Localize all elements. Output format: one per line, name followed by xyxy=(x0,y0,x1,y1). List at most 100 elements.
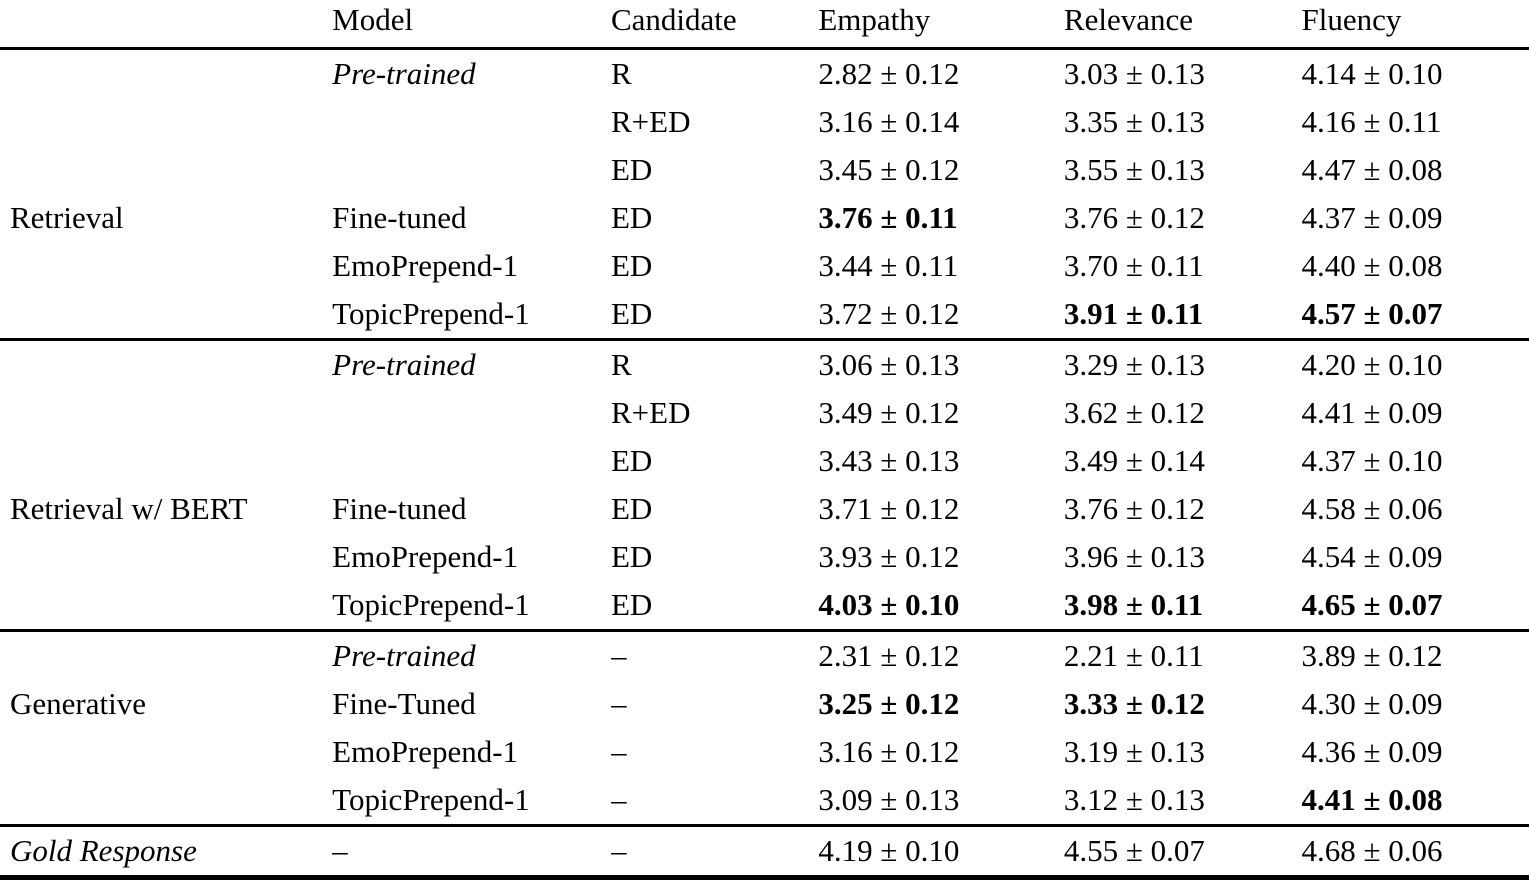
model-cell: EmoPrepend-1 xyxy=(332,248,519,283)
fluency-cell: 4.14 ± 0.10 xyxy=(1301,56,1443,91)
model-cell: Fine-tuned xyxy=(332,200,467,235)
fluency-cell: 4.57 ± 0.07 xyxy=(1301,296,1443,331)
table-row: R+ED 3.16 ± 0.14 3.35 ± 0.13 4.16 ± 0.11 xyxy=(0,98,1529,146)
fluency-cell: 4.65 ± 0.07 xyxy=(1301,587,1443,622)
candidate-cell: ED xyxy=(610,539,653,574)
header-fluency: Fluency xyxy=(1301,0,1529,50)
header-group xyxy=(0,0,333,50)
empathy-cell: 3.16 ± 0.14 xyxy=(818,104,960,139)
relevance-cell: 3.49 ± 0.14 xyxy=(1063,443,1205,478)
candidate-cell: ED xyxy=(610,296,653,331)
relevance-cell: 3.91 ± 0.11 xyxy=(1063,296,1204,331)
relevance-cell: 3.19 ± 0.13 xyxy=(1063,734,1205,769)
empathy-cell: 3.76 ± 0.11 xyxy=(818,200,958,235)
table-row: EmoPrepend-1 ED 3.44 ± 0.11 3.70 ± 0.11 … xyxy=(0,242,1529,290)
candidate-cell: – xyxy=(610,734,627,769)
group-cell xyxy=(0,437,332,485)
candidate-cell: – xyxy=(610,824,819,878)
fluency-cell: 4.37 ± 0.09 xyxy=(1301,200,1443,235)
empathy-cell: 3.16 ± 0.12 xyxy=(818,734,960,769)
table-row: Generative Fine-Tuned – 3.25 ± 0.12 3.33… xyxy=(0,680,1529,728)
group-cell xyxy=(0,338,333,389)
fluency-cell: 4.40 ± 0.08 xyxy=(1301,248,1443,283)
model-cell: Pre-trained xyxy=(332,629,611,680)
table-header: Model Candidate Empathy Relevance Fluenc… xyxy=(0,0,1529,50)
model-cell: Pre-trained xyxy=(332,338,611,389)
relevance-cell: 3.33 ± 0.12 xyxy=(1063,686,1205,721)
candidate-cell: – xyxy=(610,782,627,817)
model-cell xyxy=(332,98,611,146)
model-cell: TopicPrepend-1 xyxy=(332,782,530,817)
relevance-cell: 3.29 ± 0.13 xyxy=(1063,338,1302,389)
relevance-cell: 3.03 ± 0.13 xyxy=(1063,56,1205,91)
relevance-cell: 3.62 ± 0.12 xyxy=(1063,395,1205,430)
empathy-cell: 4.19 ± 0.10 xyxy=(818,824,1064,878)
relevance-cell: 3.12 ± 0.13 xyxy=(1063,782,1205,817)
empathy-cell: 3.45 ± 0.12 xyxy=(818,152,960,187)
candidate-cell: – xyxy=(610,686,627,721)
candidate-cell: R xyxy=(610,56,632,91)
group-cell xyxy=(0,146,332,194)
fluency-cell: 3.89 ± 0.12 xyxy=(1301,629,1529,680)
model-cell: EmoPrepend-1 xyxy=(332,734,519,769)
fluency-cell: 4.68 ± 0.06 xyxy=(1301,824,1529,878)
candidate-cell: ED xyxy=(610,152,653,187)
candidate-cell: R+ED xyxy=(610,395,691,430)
fluency-cell: 4.16 ± 0.11 xyxy=(1301,104,1442,139)
model-cell: Fine-Tuned xyxy=(332,686,476,721)
fluency-cell: 4.47 ± 0.08 xyxy=(1301,152,1443,187)
empathy-cell: 3.72 ± 0.12 xyxy=(818,296,960,331)
header-row: Model Candidate Empathy Relevance Fluenc… xyxy=(0,0,1529,50)
group-cell xyxy=(0,581,332,631)
empathy-cell: 3.43 ± 0.13 xyxy=(818,443,960,478)
relevance-cell: 2.21 ± 0.11 xyxy=(1063,629,1302,680)
empathy-cell: 3.93 ± 0.12 xyxy=(818,539,960,574)
candidate-cell: ED xyxy=(610,248,653,283)
candidate-cell: ED xyxy=(610,200,653,235)
model-cell: Fine-tuned xyxy=(332,491,467,526)
candidate-cell: R xyxy=(610,338,819,389)
group-cell xyxy=(0,728,332,776)
empathy-cell: 2.31 ± 0.12 xyxy=(818,629,1064,680)
model-cell: TopicPrepend-1 xyxy=(332,587,530,622)
empathy-cell: 2.82 ± 0.12 xyxy=(818,56,960,91)
relevance-cell: 4.55 ± 0.07 xyxy=(1063,824,1302,878)
candidate-cell: ED xyxy=(610,443,653,478)
table-row: Retrieval w/ BERT Fine-tuned ED 3.71 ± 0… xyxy=(0,485,1529,533)
table-row: Pre-trained – 2.31 ± 0.12 2.21 ± 0.11 3.… xyxy=(0,629,1529,680)
fluency-cell: 4.41 ± 0.08 xyxy=(1301,782,1443,817)
model-cell: EmoPrepend-1 xyxy=(332,539,519,574)
relevance-cell: 3.98 ± 0.11 xyxy=(1063,587,1204,622)
table-row: EmoPrepend-1 – 3.16 ± 0.12 3.19 ± 0.13 4… xyxy=(0,728,1529,776)
model-cell: TopicPrepend-1 xyxy=(332,296,530,331)
table-row: Retrieval Fine-tuned ED 3.76 ± 0.11 3.76… xyxy=(0,194,1529,242)
model-cell: Pre-trained xyxy=(332,56,476,91)
empathy-cell: 4.03 ± 0.10 xyxy=(818,587,960,622)
group-cell: Gold Response xyxy=(0,824,333,878)
candidate-cell: ED xyxy=(610,587,653,622)
fluency-cell: 4.20 ± 0.10 xyxy=(1301,338,1529,389)
candidate-cell: – xyxy=(610,629,819,680)
fluency-cell: 4.41 ± 0.09 xyxy=(1301,395,1443,430)
group-cell xyxy=(0,98,332,146)
model-cell xyxy=(332,146,611,194)
table-row: ED 3.45 ± 0.12 3.55 ± 0.13 4.47 ± 0.08 xyxy=(0,146,1529,194)
candidate-cell: ED xyxy=(610,491,653,526)
table-row: ED 3.43 ± 0.13 3.49 ± 0.14 4.37 ± 0.10 xyxy=(0,437,1529,485)
relevance-cell: 3.70 ± 0.11 xyxy=(1063,248,1204,283)
fluency-cell: 4.36 ± 0.09 xyxy=(1301,734,1443,769)
table-row: TopicPrepend-1 – 3.09 ± 0.13 3.12 ± 0.13… xyxy=(0,776,1529,826)
group-cell xyxy=(0,776,332,826)
empathy-cell: 3.25 ± 0.12 xyxy=(818,686,960,721)
empathy-cell: 3.44 ± 0.11 xyxy=(818,248,959,283)
relevance-cell: 3.35 ± 0.13 xyxy=(1063,104,1205,139)
table-row: EmoPrepend-1 ED 3.93 ± 0.12 3.96 ± 0.13 … xyxy=(0,533,1529,581)
group-cell: Retrieval w/ BERT xyxy=(10,491,248,526)
header-relevance: Relevance xyxy=(1063,0,1302,50)
candidate-cell: R+ED xyxy=(610,104,691,139)
empathy-cell: 3.09 ± 0.13 xyxy=(818,782,960,817)
group-cell xyxy=(0,290,332,340)
relevance-cell: 3.76 ± 0.12 xyxy=(1063,491,1205,526)
table-row: Pre-trained R 2.82 ± 0.12 3.03 ± 0.13 4.… xyxy=(0,49,1529,99)
